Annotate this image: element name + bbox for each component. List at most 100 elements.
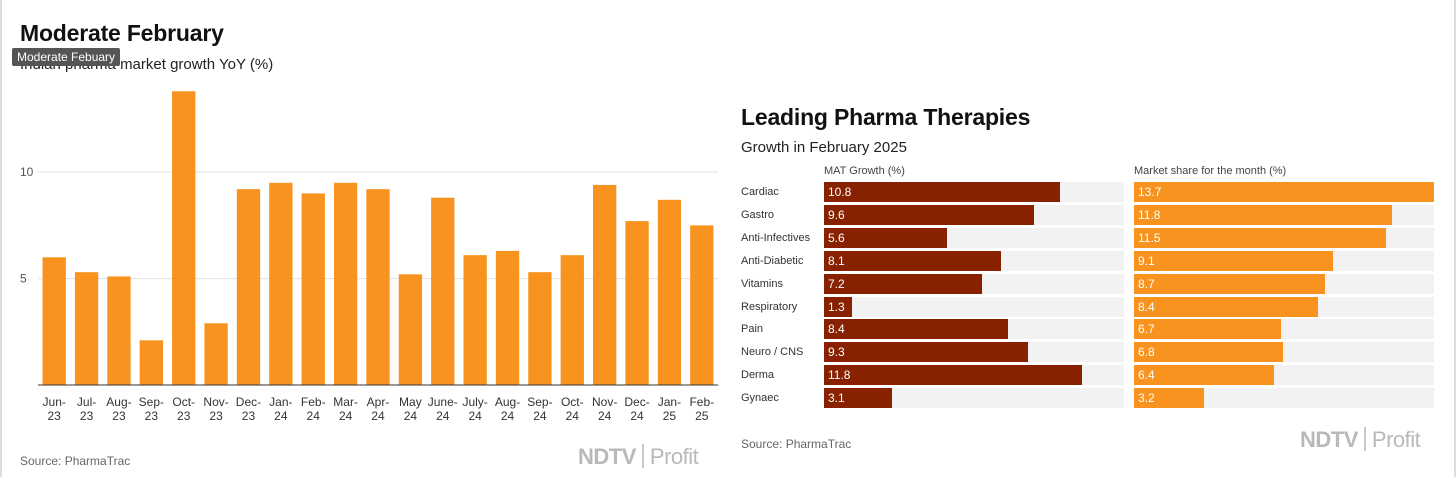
mat-growth-bar[interactable]: 5.6	[824, 227, 947, 248]
market-share-bar[interactable]: 6.7	[1134, 319, 1281, 340]
x-tick-label: 23	[80, 409, 94, 423]
x-tick-label: 25	[663, 409, 677, 423]
bar[interactable]	[690, 225, 714, 385]
x-tick-label: 24	[404, 409, 418, 423]
bar-track	[1134, 388, 1434, 409]
mat-growth-bar[interactable]: 11.8	[824, 365, 1083, 386]
x-tick-label: Oct-	[561, 395, 584, 409]
bar-value-label: 3.1	[828, 391, 845, 406]
ndtv-logo-text: NDTV	[1300, 427, 1358, 452]
bar[interactable]	[107, 276, 131, 385]
x-tick-label: Dec-	[624, 395, 649, 409]
bar[interactable]	[301, 193, 325, 385]
bar-value-label: 8.4	[828, 322, 845, 337]
right-chart-subtitle: Growth in February 2025	[741, 139, 907, 156]
therapy-label: Gynaec	[741, 392, 779, 405]
bar-value-label: 9.6	[828, 207, 845, 222]
x-tick-label: 23	[177, 409, 191, 423]
mat-growth-bar[interactable]: 9.6	[824, 204, 1035, 225]
bar[interactable]	[172, 91, 196, 385]
market-share-bar[interactable]: 6.4	[1134, 365, 1275, 386]
ndtv-logo-text: NDTV	[578, 444, 636, 469]
bar[interactable]	[528, 272, 552, 385]
x-tick-label: Nov-	[592, 395, 617, 409]
mat-growth-bar[interactable]: 3.1	[824, 388, 892, 409]
bar-value-label: 6.4	[1138, 368, 1155, 383]
bar-value-label: 3.2	[1138, 391, 1155, 406]
market-share-bar[interactable]: 9.1	[1134, 250, 1334, 271]
bar-value-label: 11.8	[1138, 207, 1161, 222]
bar[interactable]	[204, 323, 228, 385]
x-tick-label: 24	[307, 409, 321, 423]
bar[interactable]	[625, 221, 649, 385]
bar[interactable]	[657, 199, 682, 385]
market-share-bar[interactable]: 6.8	[1134, 342, 1283, 363]
bar[interactable]	[269, 182, 293, 385]
bar-value-label: 6.7	[1138, 322, 1155, 337]
bar[interactable]	[333, 182, 358, 385]
bar-value-label: 7.2	[828, 276, 845, 291]
bar-track	[824, 388, 1124, 409]
x-tick-label: Mar-	[333, 395, 358, 409]
bar[interactable]	[139, 340, 163, 385]
mat-growth-bar[interactable]: 8.1	[824, 250, 1002, 271]
market-share-bar[interactable]: 8.7	[1134, 273, 1325, 294]
x-tick-label: Jun-	[43, 395, 66, 409]
bar[interactable]	[593, 184, 617, 385]
left-source: Source: PharmaTrac	[20, 454, 131, 468]
title-tooltip: Moderate Febuary	[12, 48, 121, 66]
bar[interactable]	[398, 274, 423, 385]
market-share-bar[interactable]: 11.8	[1134, 204, 1393, 225]
market-share-bar[interactable]: 3.2	[1134, 388, 1205, 409]
mat-growth-bar[interactable]: 10.8	[824, 182, 1061, 202]
x-tick-label: 25	[695, 409, 709, 423]
mat-growth-bar[interactable]: 1.3	[824, 296, 853, 317]
bar-value-label: 6.8	[1138, 345, 1155, 360]
x-tick-label: 24	[274, 409, 288, 423]
x-tick-label: Dec-	[236, 395, 261, 409]
bar[interactable]	[495, 250, 520, 385]
therapy-label: Cardiac	[741, 186, 779, 198]
x-tick-label: 24	[566, 409, 580, 423]
mat-growth-bar[interactable]: 7.2	[824, 273, 982, 294]
x-tick-label: 24	[371, 409, 385, 423]
bar-value-label: 13.7	[1138, 185, 1162, 199]
therapy-label: Derma	[741, 369, 775, 382]
x-tick-label: 24	[339, 409, 353, 423]
bar-value-label: 9.1	[1138, 253, 1155, 268]
market-share-bar[interactable]: 11.5	[1134, 227, 1386, 248]
therapy-label: Gastro	[741, 208, 775, 221]
x-tick-label: Feb-	[301, 395, 326, 409]
bar-value-label: 8.4	[1138, 299, 1155, 314]
bar[interactable]	[74, 272, 99, 385]
x-tick-label: 24	[468, 409, 482, 423]
x-tick-label: Jan-	[269, 395, 292, 409]
bar[interactable]	[560, 255, 584, 385]
market-share-bar[interactable]: 8.4	[1134, 296, 1318, 317]
x-tick-label: 23	[242, 409, 256, 423]
mat-growth-bar[interactable]: 8.4	[824, 319, 1008, 340]
left-chart-title: Moderate February	[20, 20, 224, 46]
bar[interactable]	[463, 255, 487, 385]
x-tick-label: Sep-	[527, 395, 552, 409]
mat-growth-header: MAT Growth (%)	[824, 165, 905, 177]
market-share-bar[interactable]: 13.7	[1134, 182, 1434, 202]
x-tick-label: 24	[630, 409, 644, 423]
x-tick-label: 24	[436, 409, 450, 423]
bar[interactable]	[236, 189, 261, 385]
bar-value-label: 10.8	[828, 185, 852, 199]
y-tick-label: 10	[20, 165, 34, 179]
therapy-label: Vitamins	[741, 277, 783, 290]
x-tick-label: 23	[209, 409, 223, 423]
bar[interactable]	[366, 189, 390, 385]
mat-growth-bar[interactable]: 9.3	[824, 342, 1028, 363]
ndtv-profit-logo-right: NDTV Profit	[1300, 427, 1421, 453]
bar[interactable]	[42, 257, 66, 385]
bar-value-label: 8.1	[828, 253, 845, 268]
bar-value-label: 8.7	[1138, 276, 1155, 291]
right-chart-title: Leading Pharma Therapies	[741, 104, 1031, 130]
bar[interactable]	[431, 197, 455, 385]
growth-bar-chart: 510Jun-23Jul-23Aug-23Sep-23Oct-23Nov-23D…	[20, 91, 718, 423]
x-tick-label: Jul-	[77, 395, 96, 409]
x-tick-label: June-	[428, 395, 458, 409]
